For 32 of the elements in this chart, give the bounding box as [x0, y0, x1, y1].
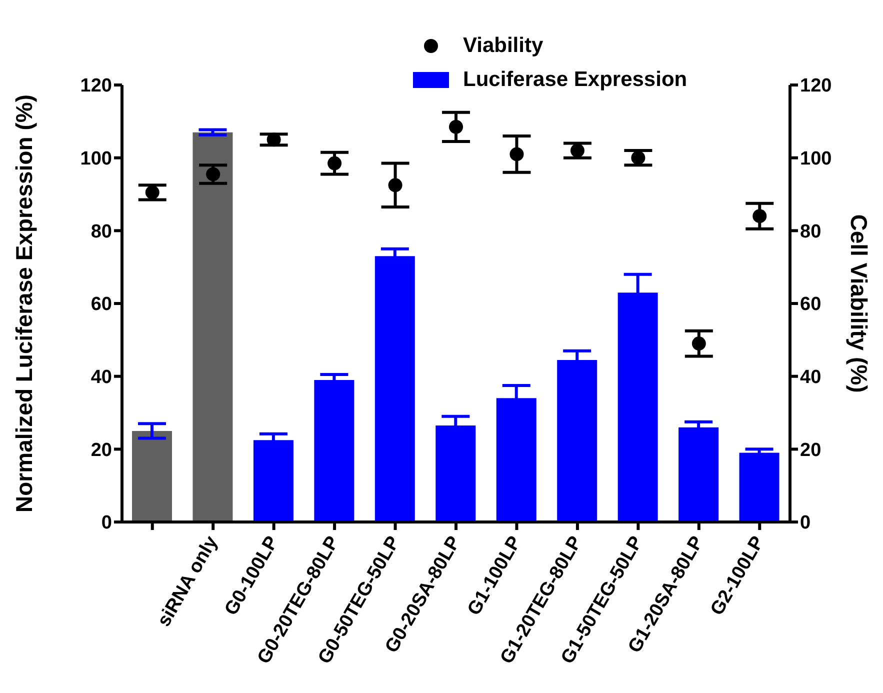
y-tick-label: 100 — [80, 148, 112, 170]
y-axis-title: Normalized Luciferase Expression (%) — [11, 94, 38, 512]
point — [328, 156, 342, 170]
y-tick-label: 20 — [90, 440, 112, 461]
y-tick-label: 40 — [90, 367, 112, 388]
y-tick-label: 60 — [90, 294, 112, 316]
point — [388, 178, 402, 192]
point — [631, 150, 646, 165]
legend-label: Viability — [463, 34, 544, 58]
point — [570, 144, 584, 158]
point — [206, 167, 220, 182]
point — [752, 209, 767, 224]
bar — [132, 430, 172, 522]
legend-label: Luciferase Expression — [463, 68, 688, 92]
y2-tick-label: 40 — [800, 367, 822, 388]
point — [449, 120, 463, 134]
bar — [739, 452, 780, 522]
y-tick-label: 120 — [80, 76, 112, 97]
y2-tick-label: 100 — [800, 148, 832, 170]
y-tick-label: 0 — [101, 512, 112, 534]
bar — [192, 132, 233, 522]
y2-tick-label: 80 — [800, 221, 822, 242]
y2-tick-label: 60 — [800, 294, 822, 316]
y2-tick-label: 20 — [800, 440, 822, 461]
point — [266, 132, 281, 147]
point — [692, 336, 706, 351]
y2-tick-label: 0 — [800, 512, 811, 534]
point — [510, 147, 524, 162]
y-tick-label: 80 — [90, 221, 112, 242]
y2-tick-label: 120 — [800, 76, 832, 97]
y2-axis-title: Cell Viability (%) — [846, 214, 872, 393]
point — [145, 185, 160, 200]
